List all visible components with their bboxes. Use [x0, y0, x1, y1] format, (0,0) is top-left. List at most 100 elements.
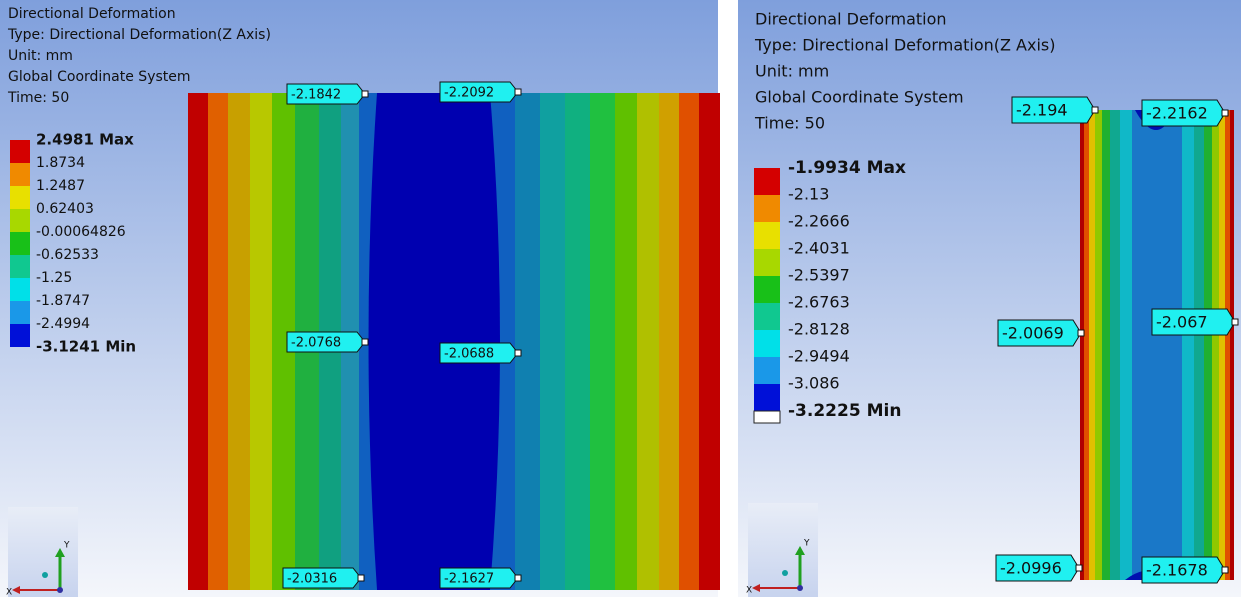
- triad-y-label: Y: [803, 539, 810, 549]
- probe-marker: [1222, 567, 1228, 573]
- contour-band: [590, 93, 615, 590]
- screenshot: Directional Deformation Type: Directional…: [0, 0, 1241, 597]
- legend-label: -1.25: [36, 270, 72, 286]
- legend-label: -2.13: [788, 185, 829, 204]
- legend-label: -0.62533: [36, 247, 99, 263]
- probe-marker: [1222, 110, 1228, 116]
- probe-marker: [1076, 565, 1082, 571]
- legend-swatch: [754, 411, 780, 423]
- contour-band: [1084, 110, 1089, 580]
- probe-marker: [1078, 330, 1084, 336]
- probe-value: -2.1627: [444, 572, 494, 587]
- triad-origin: [797, 585, 803, 591]
- legend-swatch: [754, 357, 780, 384]
- probe-marker: [515, 575, 521, 581]
- legend-swatch: [10, 324, 30, 347]
- probe-value: -2.1842: [291, 88, 341, 103]
- triad-x-label: X: [6, 588, 12, 598]
- probe-value: -2.2092: [444, 86, 494, 101]
- contour-band: [377, 93, 490, 590]
- triad-y-label: Y: [63, 541, 70, 551]
- contour-band: [1230, 110, 1234, 580]
- contour-band: [1204, 110, 1212, 580]
- probe-marker: [515, 89, 521, 95]
- header-line: Type: Directional Deformation(Z Axis): [754, 36, 1056, 55]
- legend-label: -2.6763: [788, 293, 850, 312]
- contour-band: [615, 93, 637, 590]
- probe-marker: [1232, 319, 1238, 325]
- contour-band: [1080, 110, 1084, 580]
- contour-band: [1132, 110, 1182, 580]
- header-line: Unit: mm: [755, 62, 829, 81]
- contour-band: [565, 93, 590, 590]
- probe-value: -2.067: [1156, 313, 1208, 332]
- contour-band: [1212, 110, 1219, 580]
- contour-band: [699, 93, 720, 590]
- triad-x-label: X: [746, 586, 752, 596]
- probe-marker: [1092, 107, 1098, 113]
- probe-marker: [362, 91, 368, 97]
- header-line: Global Coordinate System: [8, 69, 191, 85]
- contour-band: [1194, 110, 1204, 580]
- legend-swatch: [754, 303, 780, 330]
- contour-band: [1089, 110, 1095, 580]
- legend-label: -2.8128: [788, 320, 850, 339]
- contour-band: [1225, 110, 1230, 580]
- legend-label: -2.5397: [788, 266, 850, 285]
- contour-band: [1182, 110, 1194, 580]
- legend-label: -2.4031: [788, 239, 850, 258]
- legend-swatch: [754, 330, 780, 357]
- legend-swatch: [10, 186, 30, 209]
- legend-swatch: [10, 301, 30, 324]
- contour-band: [515, 93, 540, 590]
- probe-marker: [362, 339, 368, 345]
- legend-swatch: [754, 249, 780, 276]
- legend-swatch: [10, 209, 30, 232]
- legend-label: -0.00064826: [36, 224, 126, 240]
- probe-value: -2.0316: [287, 572, 337, 587]
- legend-swatch: [10, 163, 30, 186]
- legend-label: 0.62403: [36, 201, 94, 217]
- legend-swatch: [754, 195, 780, 222]
- contour-band: [250, 93, 272, 590]
- legend-swatch: [754, 168, 780, 195]
- legend-swatch: [10, 278, 30, 301]
- probe-value: -2.194: [1016, 101, 1068, 120]
- header-line: Unit: mm: [8, 48, 73, 64]
- probe-value: -2.0996: [1000, 559, 1062, 578]
- header-line: Global Coordinate System: [755, 88, 964, 107]
- triad-box: [748, 503, 818, 597]
- probe-marker: [515, 350, 521, 356]
- legend-label: -2.2666: [788, 212, 850, 231]
- header-line: Time: 50: [754, 114, 825, 133]
- legend-label: 1.8734: [36, 155, 85, 171]
- probe-value: -2.0768: [291, 336, 341, 351]
- legend-label: -1.8747: [36, 293, 90, 309]
- legend-label: -2.9494: [788, 347, 850, 366]
- triad-origin: [57, 587, 63, 593]
- contour-band: [1095, 110, 1102, 580]
- legend-swatch: [754, 276, 780, 303]
- legend-swatch: [10, 255, 30, 278]
- header-line: Type: Directional Deformation(Z Axis): [7, 27, 271, 43]
- contour-band: [228, 93, 250, 590]
- legend-label: -3.2225 Min: [788, 401, 901, 421]
- triad-dot: [782, 570, 788, 576]
- legend-label: -2.4994: [36, 316, 90, 332]
- legend-label: 1.2487: [36, 178, 85, 194]
- header-line: Directional Deformation: [8, 6, 176, 22]
- contour-band: [659, 93, 679, 590]
- legend-label: -1.9934 Max: [788, 158, 906, 178]
- contour-band: [1120, 110, 1132, 580]
- probe-marker: [358, 575, 364, 581]
- triad-box: [8, 507, 78, 597]
- contour-band: [1102, 110, 1110, 580]
- probe-value: -2.1678: [1146, 561, 1208, 580]
- legend-swatch: [754, 384, 780, 411]
- contour-band: [188, 93, 208, 590]
- probe-value: -2.2162: [1146, 104, 1208, 123]
- contour-band: [1110, 110, 1120, 580]
- contour-band: [208, 93, 228, 590]
- legend-label: -3.1241 Min: [36, 338, 136, 356]
- legend-swatch: [754, 222, 780, 249]
